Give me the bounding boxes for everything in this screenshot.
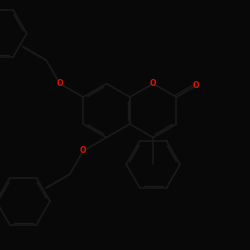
Text: O: O [150, 79, 156, 88]
Text: O: O [56, 79, 63, 88]
Text: O: O [193, 81, 200, 90]
Text: O: O [80, 146, 86, 156]
